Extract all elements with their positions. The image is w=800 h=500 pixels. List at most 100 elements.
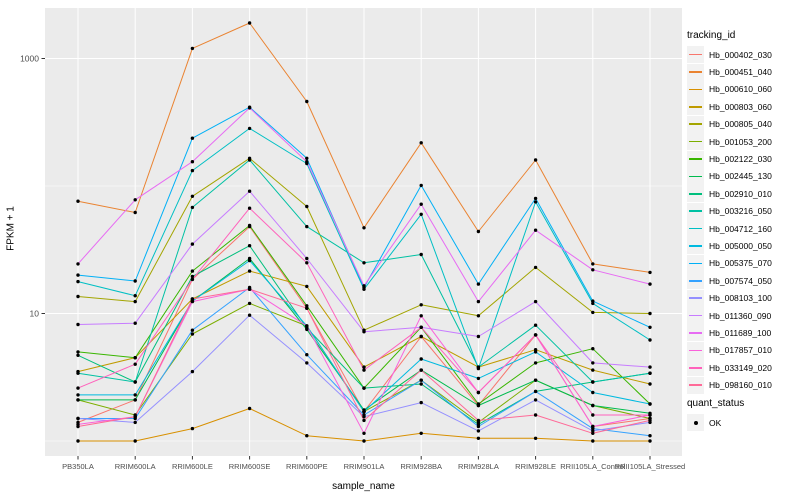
data-point (591, 368, 595, 372)
data-point (305, 156, 309, 160)
data-point (419, 314, 423, 318)
data-point (133, 299, 137, 304)
data-point (133, 294, 137, 298)
data-point (190, 277, 195, 282)
legend-entry: Hb_004712_160 (687, 220, 799, 238)
y-tick-label: 10 (30, 308, 40, 318)
legend-entry: Hb_000803_060 (687, 98, 799, 116)
legend-label: Hb_011689_100 (709, 327, 772, 338)
data-point (362, 418, 366, 423)
legend-key-line (687, 167, 704, 185)
legend-entry: Hb_000610_060 (687, 80, 799, 98)
y-tick-label: 1000 (20, 53, 39, 63)
data-point (476, 229, 481, 234)
legend-label: Hb_004712_160 (709, 223, 772, 234)
x-tick-label: RRII105LA_Stressed (615, 462, 685, 471)
data-point (362, 226, 366, 230)
legend-label: Hb_002122_030 (709, 154, 772, 165)
data-point (476, 366, 481, 371)
data-point (190, 269, 195, 273)
data-point (533, 398, 538, 402)
data-point (190, 297, 195, 301)
data-point (133, 321, 137, 325)
data-point (533, 361, 538, 365)
x-tick-label: RRIM600SE (229, 462, 271, 471)
legend-label: Hb_000402_030 (709, 49, 772, 60)
data-point (133, 198, 137, 202)
data-point (133, 420, 137, 425)
data-point (76, 350, 80, 354)
x-tick-label: RRIM928BA (400, 462, 442, 471)
data-point (76, 279, 80, 284)
data-point (419, 303, 423, 307)
legend-entry: Hb_003216_050 (687, 202, 799, 220)
data-point (648, 365, 652, 369)
data-point (591, 347, 595, 351)
legend-key-line (687, 98, 704, 116)
data-point (190, 299, 195, 304)
data-point (133, 380, 137, 384)
data-point (476, 390, 481, 395)
legend-label: Hb_033149_020 (709, 362, 772, 373)
data-point (476, 299, 481, 304)
data-point (476, 403, 481, 408)
legend-label: Hb_001053_200 (709, 136, 772, 147)
data-point (648, 371, 652, 375)
legend-label: Hb_003216_050 (709, 206, 772, 217)
legend-label: Hb_000803_060 (709, 101, 772, 112)
legend-key-line (687, 115, 704, 133)
legend-label: Hb_011360_090 (709, 310, 772, 321)
data-point (591, 390, 595, 395)
legend-label: Hb_002910_010 (709, 188, 772, 199)
data-point (76, 393, 80, 397)
data-point (362, 261, 366, 265)
data-point (419, 325, 423, 329)
data-point (476, 424, 481, 429)
data-point (362, 284, 366, 288)
x-axis-title: sample_name (332, 481, 395, 492)
data-point (533, 158, 538, 162)
legend-label: Hb_000451_040 (709, 67, 772, 78)
legend-label: Hb_000805_040 (709, 119, 772, 130)
data-point (591, 262, 595, 266)
data-point (591, 403, 595, 408)
data-point (591, 380, 595, 384)
legend-key-line (687, 359, 704, 377)
data-point (305, 434, 309, 438)
legend-entry: Hb_002445_130 (687, 167, 799, 185)
data-point (533, 323, 538, 327)
data-point (305, 256, 309, 261)
data-point (133, 439, 137, 443)
x-tick-label: PB350LA (62, 462, 94, 471)
legend-key-line (687, 80, 704, 98)
legend-entry: Hb_000451_040 (687, 63, 799, 81)
legend-entry: Hb_011689_100 (687, 324, 799, 342)
data-point (362, 368, 366, 372)
data-point (648, 382, 652, 386)
legend-key-point (687, 414, 704, 432)
data-point (247, 189, 252, 193)
legend-key-line (687, 133, 704, 151)
legend-entry: OK (687, 414, 799, 432)
legend-entry: Hb_002910_010 (687, 185, 799, 203)
data-point (247, 313, 252, 317)
data-point (648, 338, 652, 342)
data-point (533, 378, 538, 382)
legend-key-line (687, 237, 704, 255)
data-point (76, 273, 80, 277)
data-point (305, 284, 309, 289)
data-point (305, 353, 309, 357)
data-point (648, 270, 652, 275)
legend-label: Hb_008103_100 (709, 293, 772, 304)
data-point (419, 141, 423, 145)
data-point (362, 365, 366, 369)
data-point (247, 21, 252, 25)
legend-key-line (687, 272, 704, 290)
legend-entries: OK (687, 414, 799, 432)
data-point (247, 126, 252, 131)
data-point (247, 269, 252, 273)
legend-key-line (687, 63, 704, 81)
data-point (476, 282, 481, 286)
